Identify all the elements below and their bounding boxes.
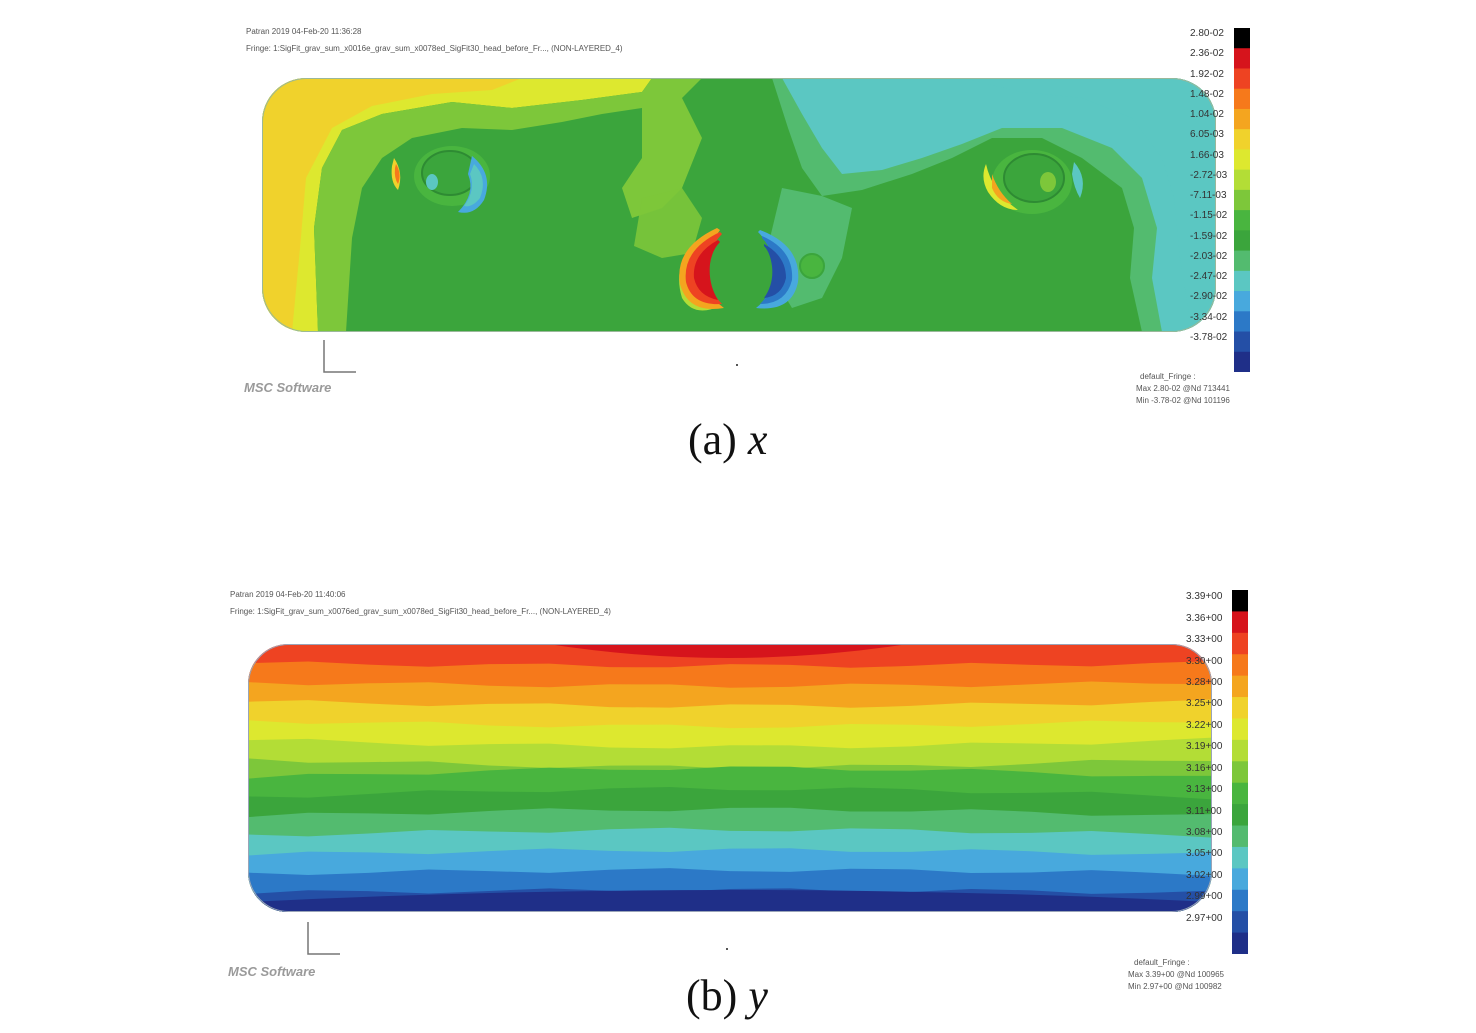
scale-swatch <box>1232 846 1248 869</box>
scale-swatch <box>1232 868 1248 891</box>
scale-tick-label: 3.19+00 <box>1186 741 1223 753</box>
scale-swatch <box>1232 718 1248 741</box>
scale-swatch <box>1232 911 1248 934</box>
scale-tick-label: 3.16+00 <box>1186 762 1223 774</box>
scale-swatch <box>1234 189 1250 211</box>
panel-a-logo: MSC Software <box>244 380 332 395</box>
scale-tick-label: 3.13+00 <box>1186 784 1223 796</box>
scale-tick-label: 1.04-02 <box>1190 109 1224 121</box>
scale-tick-label: -1.59-02 <box>1190 230 1228 242</box>
panel-a-footer-max: Max 2.80-02 @Nd 713441 <box>1136 384 1230 393</box>
scale-swatch <box>1234 28 1250 49</box>
scale-swatch <box>1234 48 1250 69</box>
scale-tick-label: -3.78-02 <box>1190 331 1228 343</box>
panel-a-caption: (a) x <box>688 414 767 465</box>
panel-a-caption-prefix: (a) <box>688 415 748 464</box>
scale-tick-label: 2.99+00 <box>1186 891 1223 903</box>
panel-b: Patran 2019 04-Feb-20 11:40:06 Fringe: 1… <box>0 580 1476 1033</box>
scale-swatch <box>1232 782 1248 805</box>
scale-tick-label: 3.08+00 <box>1186 826 1223 838</box>
scale-swatch <box>1232 739 1248 762</box>
scale-tick-label: 2.80-02 <box>1190 28 1224 40</box>
scale-swatch <box>1234 331 1250 353</box>
scale-swatch <box>1232 654 1248 677</box>
panel-b-header-line2: Fringe: 1:SigFit_grav_sum_x0076ed_grav_s… <box>230 607 611 616</box>
panel-a-color-scale <box>1234 28 1250 372</box>
panel-b-color-scale <box>1232 590 1248 954</box>
scale-swatch <box>1234 149 1250 171</box>
scale-swatch <box>1234 210 1250 231</box>
panel-a-axis-triad-icon <box>323 340 356 373</box>
panel-b-contour-plot <box>248 644 1212 912</box>
scale-swatch <box>1232 761 1248 784</box>
scale-tick-label: 3.05+00 <box>1186 848 1223 860</box>
panel-a-header-line1: Patran 2019 04-Feb-20 11:36:28 <box>246 27 362 36</box>
scale-tick-label: 3.30+00 <box>1186 655 1223 667</box>
scale-tick-label: 1.66-03 <box>1190 149 1224 161</box>
scale-swatch <box>1232 804 1248 827</box>
scale-swatch <box>1232 632 1248 655</box>
panel-b-footer-line1: default_Fringe : <box>1134 958 1190 967</box>
scale-tick-label: 3.36+00 <box>1186 612 1223 624</box>
scale-swatch <box>1232 697 1248 719</box>
scale-tick-label: -2.47-02 <box>1190 271 1228 283</box>
scale-swatch <box>1234 108 1250 130</box>
contour-band <box>248 890 1212 912</box>
contour-band <box>548 644 908 658</box>
panel-b-caption-variable: y <box>748 971 768 1020</box>
scale-swatch <box>1232 675 1248 698</box>
panel-a-contour-plot <box>262 78 1216 332</box>
panel-a-footer-min: Min -3.78-02 @Nd 101196 <box>1136 396 1230 405</box>
scale-tick-label: -2.90-02 <box>1190 291 1228 303</box>
scale-swatch <box>1234 169 1250 191</box>
scale-tick-label: 3.22+00 <box>1186 719 1223 731</box>
scale-tick-label: 3.33+00 <box>1186 634 1223 646</box>
scale-swatch <box>1234 291 1250 312</box>
scale-swatch <box>1234 351 1250 372</box>
panel-b-origin-dot <box>726 948 728 950</box>
panel-b-logo: MSC Software <box>228 964 316 979</box>
scale-tick-label: 3.02+00 <box>1186 869 1223 881</box>
panel-b-caption: (b) y <box>686 970 768 1021</box>
scale-swatch <box>1234 250 1250 272</box>
panel-a-header-line2: Fringe: 1:SigFit_grav_sum_x0016e_grav_su… <box>246 44 623 53</box>
scale-swatch <box>1232 932 1248 954</box>
scale-tick-label: 3.28+00 <box>1186 677 1223 689</box>
panel-b-caption-prefix: (b) <box>686 971 749 1020</box>
scale-swatch <box>1232 611 1248 634</box>
panel-a: Patran 2019 04-Feb-20 11:36:28 Fringe: 1… <box>0 0 1476 470</box>
scale-tick-label: -7.11-03 <box>1190 190 1227 202</box>
panel-b-footer-max: Max 3.39+00 @Nd 100965 <box>1128 970 1224 979</box>
scale-tick-label: 3.25+00 <box>1186 698 1223 710</box>
scale-tick-label: -2.72-03 <box>1190 169 1228 181</box>
panel-b-axis-triad-icon <box>307 922 340 955</box>
scale-tick-label: 3.39+00 <box>1186 591 1223 603</box>
scale-tick-label: 2.36-02 <box>1190 48 1224 60</box>
scale-tick-label: -1.15-02 <box>1190 210 1228 222</box>
scale-tick-label: -3.34-02 <box>1190 311 1228 323</box>
scale-swatch <box>1234 270 1250 292</box>
scale-tick-label: 1.48-02 <box>1190 88 1224 100</box>
scale-tick-label: 1.92-02 <box>1190 68 1224 80</box>
scale-swatch <box>1234 311 1250 333</box>
scale-swatch <box>1234 129 1250 150</box>
scale-swatch <box>1232 825 1248 848</box>
scale-swatch <box>1232 590 1248 612</box>
panel-a-origin-dot <box>736 364 738 366</box>
scale-swatch <box>1232 889 1248 912</box>
panel-b-footer-min: Min 2.97+00 @Nd 100982 <box>1128 982 1222 991</box>
scale-swatch <box>1234 68 1250 90</box>
scale-tick-label: 2.97+00 <box>1186 912 1223 924</box>
scale-tick-label: -2.03-02 <box>1190 250 1228 262</box>
scale-tick-label: 3.11+00 <box>1186 805 1222 817</box>
panel-b-header-line1: Patran 2019 04-Feb-20 11:40:06 <box>230 590 346 599</box>
scale-tick-label: 6.05-03 <box>1190 129 1224 141</box>
panel-a-footer-line1: default_Fringe : <box>1140 372 1196 381</box>
panel-a-caption-variable: x <box>747 415 768 464</box>
scale-swatch <box>1234 88 1250 110</box>
scale-swatch <box>1234 230 1250 252</box>
